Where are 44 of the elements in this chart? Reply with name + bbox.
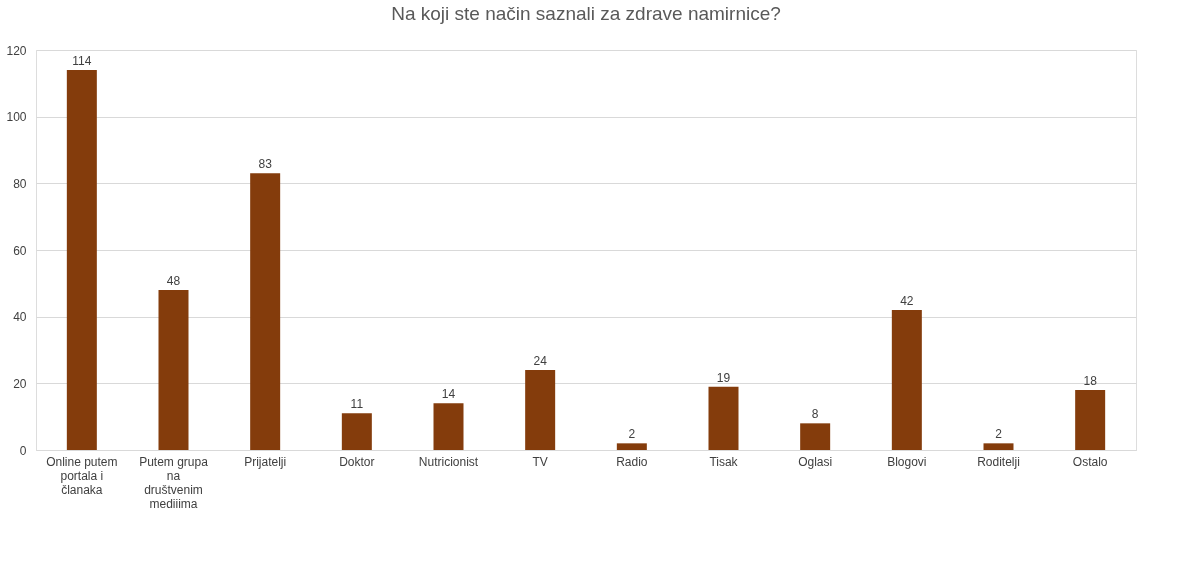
bar (891, 310, 922, 450)
x-tick-label: Putem grupa na društvenim mediiima (139, 454, 209, 511)
bar (433, 403, 464, 450)
y-tick-label: 120 (6, 43, 27, 58)
bar (800, 423, 831, 450)
data-label: 83 (258, 157, 273, 172)
x-tick-label: Roditelji (977, 454, 1020, 469)
bar (250, 173, 281, 450)
x-tick-label: Doktor (339, 454, 375, 469)
y-tick-label: 0 (19, 443, 27, 458)
data-label: 19 (716, 370, 731, 385)
data-label: 114 (72, 54, 92, 68)
bar (708, 386, 739, 450)
x-tick-label: Prijatelji (244, 454, 287, 469)
x-tick-label: Ostalo (1072, 454, 1108, 469)
x-tick-label: Nutricionist (418, 454, 479, 469)
chart-title: Na koji ste način saznali za zdrave namirnice? (391, 3, 781, 24)
x-tick-label: TV (532, 454, 548, 469)
x-tick-label: Tisak (709, 454, 739, 469)
bar (158, 290, 189, 450)
bar (983, 443, 1014, 450)
data-label: 24 (533, 354, 548, 368)
y-tick-label: 100 (6, 110, 27, 125)
data-label: 14 (441, 387, 456, 402)
x-tick-label: Radio (616, 454, 648, 469)
x-tick-label: Blogovi (887, 454, 927, 469)
y-tick-label: 80 (13, 176, 27, 191)
bar (525, 370, 556, 450)
y-tick-label: 60 (13, 243, 27, 258)
bar (616, 443, 647, 450)
y-tick-label: 40 (13, 310, 27, 325)
data-label: 8 (811, 407, 819, 422)
data-label: 42 (900, 294, 914, 308)
data-label: 18 (1083, 374, 1098, 388)
data-label: 11 (350, 397, 364, 412)
data-label: 2 (628, 427, 636, 442)
y-tick-label: 20 (13, 376, 27, 391)
x-tick-label: Online putem portala i članaka (46, 454, 118, 497)
data-label: 48 (166, 274, 181, 288)
bar (66, 70, 97, 450)
x-tick-label: Oglasi (798, 454, 833, 469)
data-label: 2 (995, 427, 1003, 442)
bar (341, 413, 372, 450)
bar (1075, 390, 1106, 450)
